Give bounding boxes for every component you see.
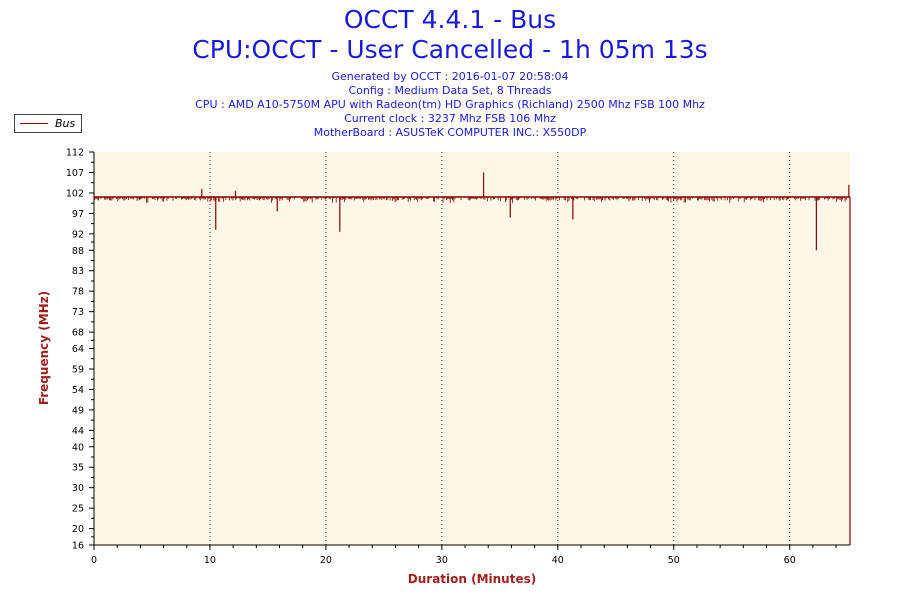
y-tick-label: 97 — [72, 209, 84, 220]
info-generated: Generated by OCCT : 2016-01-07 20:58:04 — [331, 70, 569, 83]
y-tick-label: 102 — [66, 188, 84, 199]
legend-label-bus: Bus — [55, 117, 76, 130]
y-axis-label: Frequency (MHz) — [37, 290, 51, 406]
chart-subtitle: CPU:OCCT - User Cancelled - 1h 05m 13s — [192, 35, 708, 64]
x-tick-label: 20 — [320, 555, 332, 566]
y-tick-label: 112 — [66, 148, 84, 159]
series-bus — [94, 172, 851, 545]
y-tick-label: 64 — [72, 344, 84, 355]
info-motherboard: MotherBoard : ASUSTeK COMPUTER INC.: X55… — [313, 126, 587, 139]
y-tick-label: 83 — [72, 266, 84, 277]
legend-swatch-bus — [20, 123, 48, 124]
y-tick-label: 30 — [72, 483, 84, 494]
info-cpu: CPU : AMD A10-5750M APU with Radeon(tm) … — [195, 98, 705, 111]
y-tick-label: 68 — [72, 328, 84, 339]
y-tick-label: 107 — [66, 168, 84, 179]
y-tick-label: 59 — [72, 364, 84, 375]
y-tick-label: 88 — [72, 246, 84, 257]
y-tick-label: 25 — [72, 504, 84, 515]
y-tick-label: 35 — [72, 463, 84, 474]
y-tick-label: 78 — [72, 287, 84, 298]
y-tick-label: 40 — [72, 442, 84, 453]
y-tick-label: 16 — [72, 541, 84, 552]
y-tick-label: 54 — [72, 385, 84, 396]
y-tick-label: 49 — [72, 405, 84, 416]
y-tick-label: 20 — [72, 524, 84, 535]
x-tick-label: 0 — [91, 555, 97, 566]
chart-title: OCCT 4.4.1 - Bus — [343, 5, 557, 34]
x-tick-label: 60 — [784, 555, 796, 566]
x-tick-label: 40 — [552, 555, 564, 566]
info-current-clock: Current clock : 3237 Mhz FSB 106 Mhz — [344, 112, 556, 125]
plot-area — [94, 152, 850, 545]
x-axis-label: Duration (Minutes) — [407, 572, 537, 586]
y-tick-label: 73 — [72, 307, 84, 318]
legend: Bus — [14, 114, 82, 133]
x-tick-label: 10 — [204, 555, 216, 566]
y-ticks: 16 20 25 30 35 40 44 49 54 59 64 68 73 78 83 88 92 97 102 1… — [66, 148, 94, 552]
y-tick-label: 44 — [72, 426, 84, 437]
x-tick-label: 30 — [436, 555, 448, 566]
info-config: Config : Medium Data Set, 8 Threads — [348, 84, 552, 97]
y-tick-label: 92 — [72, 229, 84, 240]
x-tick-label: 50 — [668, 555, 680, 566]
grid-lines — [209, 152, 791, 545]
x-ticks: 0 10 20 30 40 50 60 — [91, 545, 837, 566]
